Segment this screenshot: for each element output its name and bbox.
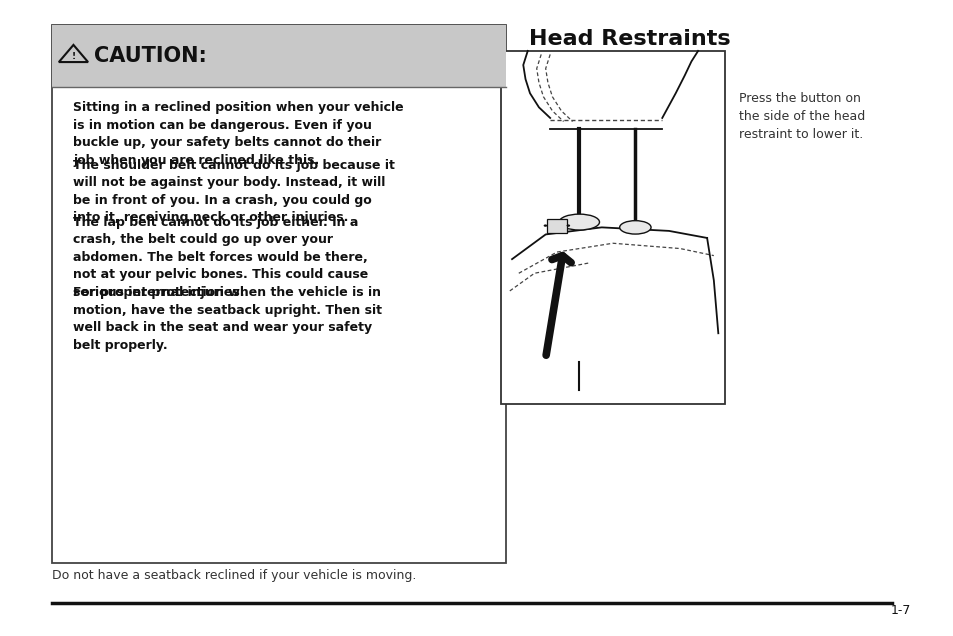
Text: Head Restraints: Head Restraints: [529, 29, 730, 48]
Text: !: !: [71, 52, 75, 62]
Ellipse shape: [558, 214, 598, 230]
Text: Do not have a seatback reclined if your vehicle is moving.: Do not have a seatback reclined if your …: [52, 569, 416, 582]
Text: The lap belt cannot do its job either. In a
crash, the belt could go up over you: The lap belt cannot do its job either. I…: [73, 216, 368, 299]
Text: Press the button on
the side of the head
restraint to lower it.: Press the button on the side of the head…: [739, 92, 864, 141]
Text: 1-7: 1-7: [890, 604, 910, 617]
Text: The shoulder belt cannot do its job because it
will not be against your body. In: The shoulder belt cannot do its job beca…: [73, 158, 395, 224]
Bar: [500, 51, 724, 404]
Text: Sitting in a reclined position when your vehicle
is in motion can be dangerous. : Sitting in a reclined position when your…: [73, 101, 404, 167]
Bar: [546, 219, 566, 233]
Bar: [52, 25, 505, 87]
Circle shape: [566, 225, 570, 227]
Text: For proper protection when the vehicle is in
motion, have the seatback upright. : For proper protection when the vehicle i…: [73, 286, 382, 352]
Ellipse shape: [619, 221, 650, 234]
Bar: [52, 25, 505, 563]
Text: CAUTION:: CAUTION:: [94, 46, 207, 66]
Circle shape: [543, 225, 547, 227]
